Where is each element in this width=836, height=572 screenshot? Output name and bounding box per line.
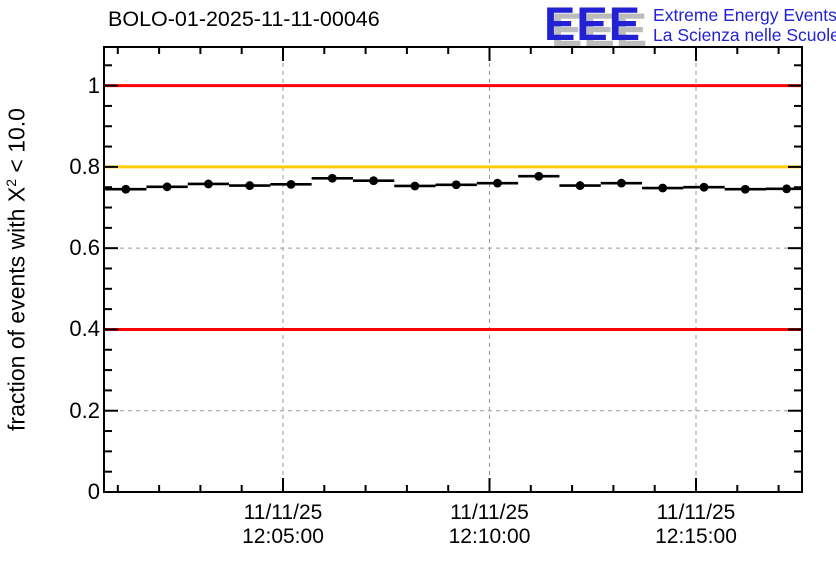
- y-tick-label: 0.4: [69, 316, 100, 342]
- data-point: [534, 171, 544, 181]
- x-tick-date: 11/11/25: [450, 501, 529, 524]
- x-tick-label: 11/11/25 12:05:00: [218, 501, 348, 549]
- y-tick-label: 0.2: [69, 397, 100, 423]
- grid-lines: [104, 47, 802, 492]
- data-point: [782, 184, 791, 194]
- data-point: [699, 182, 709, 192]
- data-point: [410, 181, 420, 191]
- data-point: [617, 178, 626, 188]
- x-tick-time: 12:10:00: [448, 525, 531, 548]
- data-point: [245, 181, 255, 190]
- data-point: [740, 184, 750, 194]
- chart-title: BOLO-01-2025-11-11-00046: [108, 7, 380, 31]
- axis-frame: [103, 46, 803, 493]
- eee-logo-line2: La Scienza nelle Scuole: [653, 25, 836, 45]
- plot-frame: [103, 46, 803, 493]
- data-markers: [121, 171, 791, 194]
- x-tick-time: 12:05:00: [242, 525, 324, 548]
- data-point: [369, 176, 378, 186]
- axis-ticks: [104, 47, 802, 492]
- reference-lines: [104, 84, 802, 331]
- data-point: [162, 182, 172, 192]
- eee-logo-line1: Extreme Energy Events: [653, 5, 836, 25]
- eee-logo-acronym: EEE: [544, 0, 642, 50]
- data-point: [286, 179, 296, 189]
- x-tick-label: 11/11/25 12:10:00: [425, 501, 555, 549]
- y-tick-label: 0: [87, 479, 100, 504]
- eee-logo-text: Extreme Energy Events La Scienza nelle S…: [653, 3, 836, 45]
- data-point: [204, 179, 213, 189]
- y-tick-label: 0.6: [69, 235, 100, 261]
- x-tick-label: 11/11/25 12:15:00: [631, 501, 761, 549]
- data-point: [493, 178, 502, 188]
- data-point: [451, 180, 461, 190]
- x-tick-date: 11/11/25: [656, 501, 736, 524]
- data-point: [327, 173, 337, 183]
- y-tick-label: 0.8: [69, 153, 100, 179]
- x-tick-date: 11/11/25: [243, 501, 323, 524]
- x-tick-time: 12:15:00: [655, 525, 737, 548]
- data-point: [121, 184, 131, 194]
- data-point: [658, 183, 668, 193]
- eee-logo: EEE Extreme Energy Events La Scienza nel…: [544, 0, 836, 50]
- data-point: [575, 181, 585, 190]
- y-tick-label: 1: [87, 72, 100, 98]
